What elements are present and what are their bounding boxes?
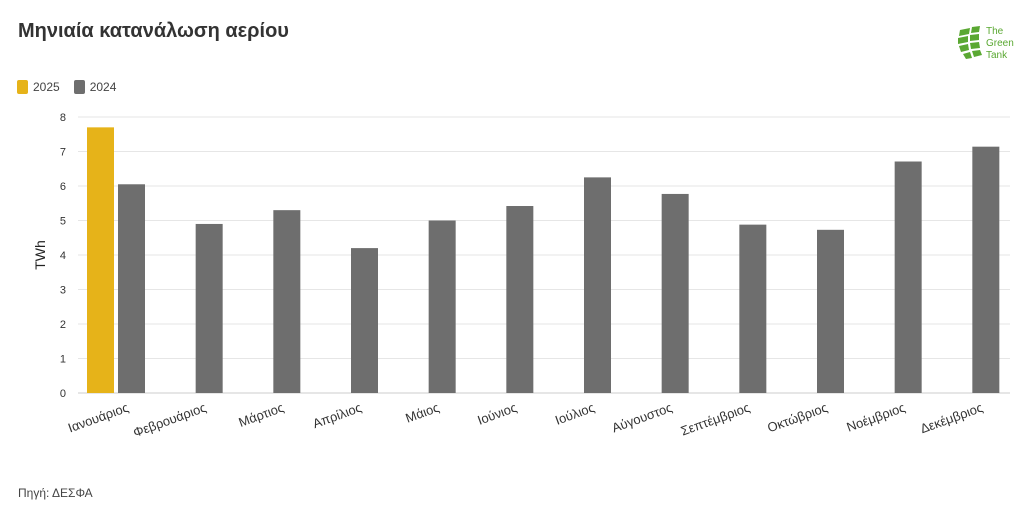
x-tick-label: Σεπτέμβριος: [679, 400, 752, 439]
y-tick-label: 1: [60, 354, 66, 366]
legend-label-2024: 2024: [89, 80, 117, 94]
bar-2024-6: [506, 206, 534, 393]
chart-title: Μηνιαία κατανάλωση αερίου: [18, 20, 289, 42]
bar-2024-4: [351, 248, 378, 393]
legend-label-2025: 2025: [33, 80, 60, 94]
y-tick-label: 2: [60, 319, 66, 331]
bar-2024-2: [195, 223, 223, 393]
y-tick-label: 5: [60, 216, 66, 228]
legend-swatch-2024: [73, 80, 85, 94]
bar-2024-7: [584, 177, 611, 393]
green-tank-logo-icon: The Green Tank: [958, 26, 1014, 61]
x-tick-label: Νοέμβριος: [845, 400, 908, 435]
legend-swatch-2025: [17, 80, 28, 94]
bar-2024-5: [428, 220, 456, 393]
legend: 2025 2024: [17, 80, 116, 94]
logo-text-line-1: The: [986, 26, 1004, 37]
logo-text-line-3: Tank: [986, 50, 1008, 61]
bar-2024-12: [972, 146, 1000, 393]
x-tick-label: Οκτώβριος: [765, 400, 829, 436]
x-tick-label: Αύγουστος: [610, 400, 674, 436]
x-tick-label: Ιούνιος: [475, 400, 519, 428]
y-tick-label: 3: [60, 285, 66, 297]
y-axis-label: TWh: [32, 240, 48, 270]
y-tick-label: 6: [60, 181, 66, 193]
bar-2024-3: [273, 210, 301, 393]
x-tick-label: Απρίλιος: [311, 400, 364, 431]
x-tick-label: Φεβρουάριος: [131, 400, 208, 440]
bar-2024-10: [817, 229, 844, 393]
bar-2024-11: [894, 161, 922, 393]
bar-2024-9: [739, 224, 767, 393]
y-tick-label: 4: [60, 250, 66, 262]
x-tick-label: Ιούλιος: [553, 400, 597, 428]
bar-2024-8: [661, 193, 689, 393]
bar-2024-1: [118, 184, 145, 393]
y-tick-label: 7: [60, 147, 66, 159]
bar-2025-1: [87, 127, 114, 393]
x-tick-label: Δεκέμβριος: [918, 400, 985, 437]
x-tick-label: Μάιος: [403, 400, 441, 426]
x-tick-label: Ιανουάριος: [66, 400, 131, 436]
legend-item-2024[interactable]: 2024: [73, 80, 117, 94]
y-tick-label: 0: [60, 388, 66, 400]
y-tick-label: 8: [60, 112, 66, 124]
source-note: Πηγή: ΔΕΣΦΑ: [18, 486, 93, 500]
x-tick-label: Μάρτιος: [236, 400, 285, 430]
legend-item-2025[interactable]: 2025: [17, 80, 60, 94]
logo-text-line-2: Green: [986, 38, 1014, 49]
